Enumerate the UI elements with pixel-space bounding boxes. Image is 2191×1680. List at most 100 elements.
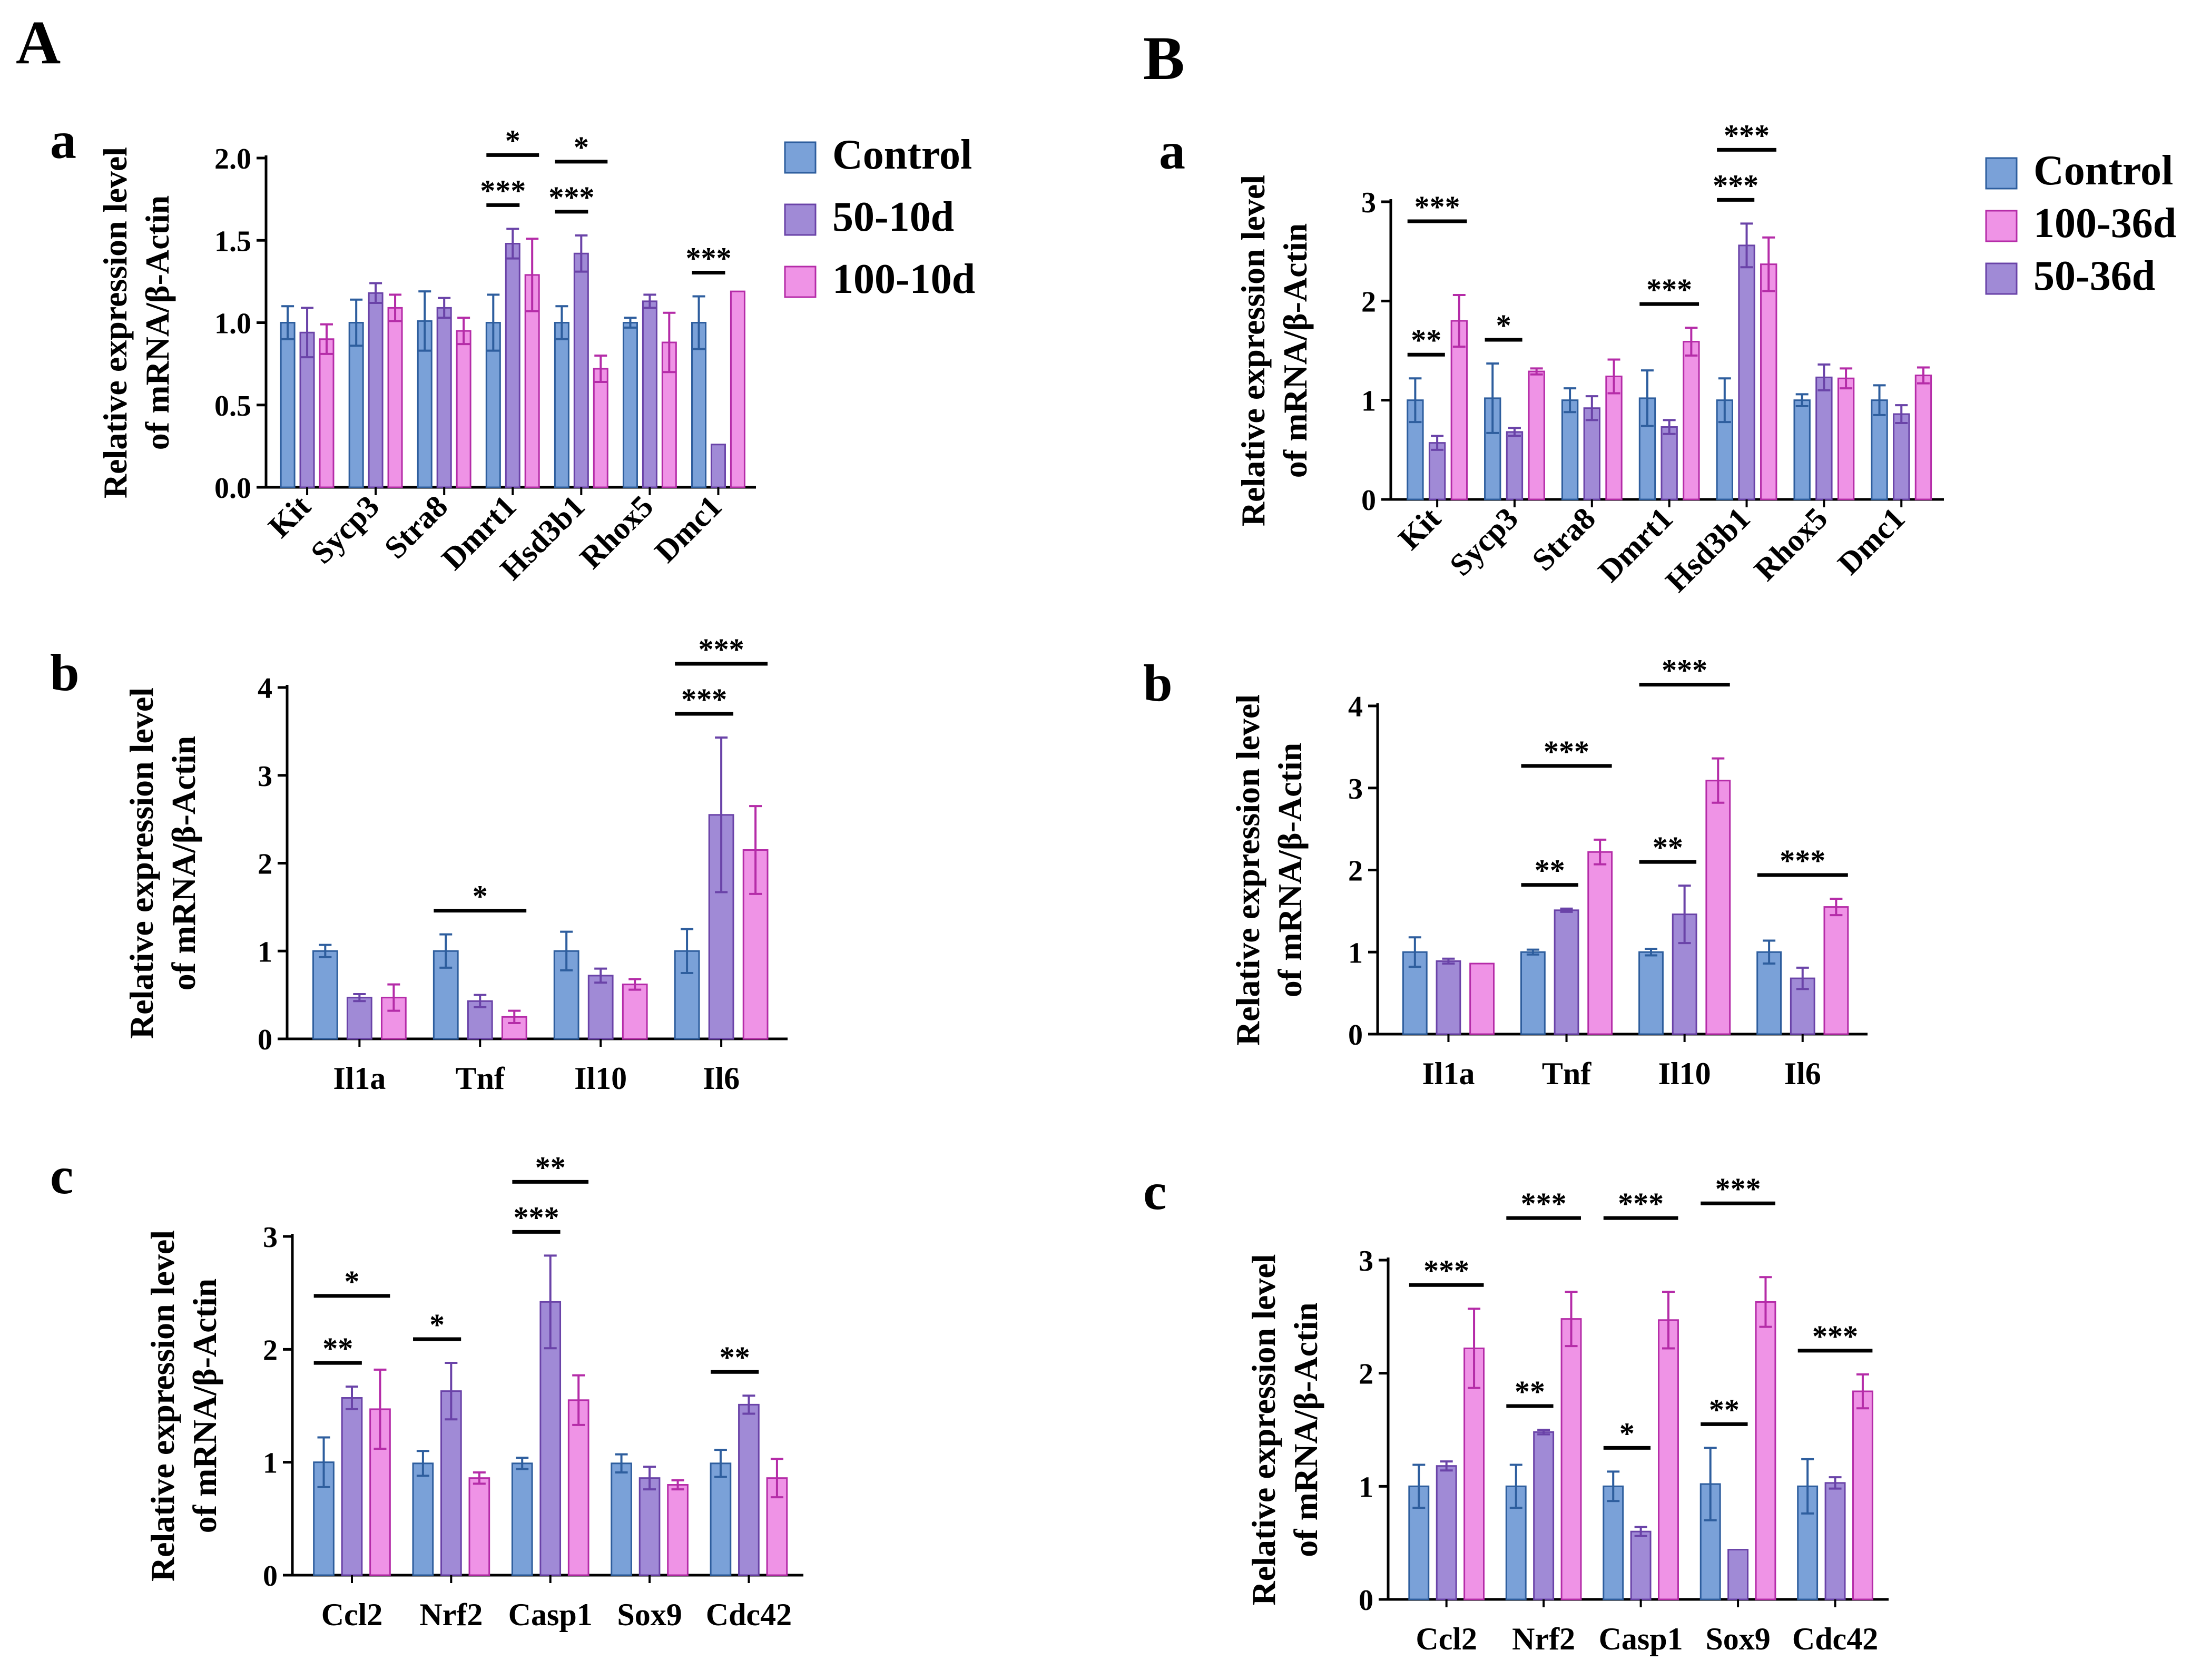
y-tick-label: 2 (263, 1334, 278, 1367)
bar-50-10d-Rhox5 (642, 300, 657, 488)
bar-50-36d-Cdc42 (1824, 1482, 1846, 1600)
bar-100-10d-Sox9 (667, 1484, 689, 1576)
y-tick-label: 3 (1348, 773, 1363, 805)
y-tick-label: 3 (1359, 1245, 1373, 1278)
bar-100-36d-Tnf (1587, 851, 1613, 1035)
bar-Control-Casp1 (1603, 1485, 1624, 1600)
y-tick-label: 3 (258, 760, 272, 793)
significance-stars: * (574, 130, 589, 164)
x-category-label: Cdc42 (1792, 1622, 1878, 1656)
bar-100-36d-Nrf2 (1560, 1318, 1582, 1600)
chart-A-c: 0 1 2 3 Relative expression level of mRNA/β-A… (144, 1150, 803, 1632)
x-category-label: Tnf (1542, 1056, 1591, 1091)
bar-50-36d-Sycp3 (1506, 431, 1524, 500)
significance-stars: *** (1521, 1186, 1567, 1221)
legends-layer: Control 50-10d 100-10d Control 100-36d 50-36d (784, 132, 2176, 302)
bar-50-10d-Casp1 (539, 1301, 562, 1576)
bar-Control-Nrf2 (412, 1462, 434, 1576)
bar-50-36d-Ccl2 (1436, 1465, 1457, 1600)
x-category-label: Dmc1 (648, 489, 729, 569)
x-category-label: Il1a (333, 1061, 386, 1096)
x-category-label: Kit (262, 489, 318, 545)
bar-100-36d-Il10 (1705, 780, 1731, 1035)
legend-label: 100-10d (832, 256, 975, 302)
x-category-label: Ccl2 (1416, 1622, 1477, 1656)
significance-stars: *** (1713, 168, 1758, 202)
significance-stars: *** (699, 632, 744, 666)
bar-100-10d-Sycp3 (387, 307, 403, 488)
chart-A-b: 0 1 2 3 4 Relative expression level of mRNA/β-… (123, 632, 788, 1096)
bar-100-36d-Sox9 (1755, 1301, 1776, 1600)
significance-stars: * (1619, 1416, 1635, 1450)
bar-100-36d-Dmc1 (1914, 375, 1932, 500)
significance-stars: *** (1646, 272, 1692, 307)
bar-100-10d-Stra8 (456, 330, 471, 488)
legend-swatch-50-36d (1985, 262, 2018, 295)
bar-50-36d-Il1a (1436, 960, 1461, 1035)
significance-stars: *** (1724, 118, 1770, 152)
bar-Control-Sox9 (611, 1462, 632, 1576)
bar-100-10d-Kit (319, 338, 335, 488)
legend-label: 100-36d (2033, 200, 2176, 247)
bar-50-36d-Dmrt1 (1661, 426, 1678, 500)
x-category-label: Nrf2 (419, 1597, 483, 1632)
y-tick-label: 0.5 (214, 390, 251, 423)
x-category-label: Il6 (703, 1061, 740, 1096)
significance-stars: ** (1535, 853, 1565, 888)
bar-Control-Rhox5 (1793, 399, 1811, 500)
bar-50-36d-Dmc1 (1893, 413, 1910, 500)
bar-100-10d-Casp1 (567, 1399, 589, 1576)
significance-stars: *** (1812, 1319, 1858, 1353)
bar-50-10d-Il1a (346, 997, 372, 1040)
bar-100-10d-Dmc1 (730, 290, 745, 488)
legend-label: 50-10d (832, 194, 954, 240)
bar-50-36d-Tnf (1554, 909, 1579, 1035)
x-category-label: Rhox5 (1747, 501, 1834, 588)
y-axis-title-line1: Relative expression level (96, 147, 134, 498)
y-tick-label: 1 (258, 936, 272, 968)
significance-stars: *** (1414, 190, 1460, 224)
x-category-label: Casp1 (1599, 1622, 1683, 1656)
y-tick-label: 0 (1348, 1019, 1363, 1052)
bar-Control-Il1a (312, 950, 338, 1040)
x-category-label: Casp1 (508, 1597, 593, 1632)
legend-swatch-100-36d (1985, 210, 2018, 242)
x-category-label: Dmc1 (1831, 501, 1912, 582)
x-category-label: Il10 (1658, 1056, 1711, 1091)
legend-label: 50-36d (2033, 253, 2155, 299)
significance-stars: *** (548, 180, 594, 214)
chart-B-a: 0 1 2 3 Relative expression level of mRNA/β-A… (1234, 118, 1944, 598)
significance-stars: ** (1411, 323, 1441, 357)
y-tick-label: 2 (1359, 1358, 1373, 1391)
bar-100-36d-Rhox5 (1837, 377, 1855, 500)
y-axis-title-line1: Relative expression level (1245, 1254, 1282, 1605)
significance-stars: *** (1618, 1186, 1664, 1221)
bar-100-36d-Il1a (1469, 962, 1495, 1035)
y-axis-title-line2: of mRNA/β-Actin (165, 736, 202, 990)
y-tick-label: 1 (1359, 1471, 1373, 1504)
significance-stars: *** (1544, 734, 1589, 769)
bar-50-36d-Rhox5 (1815, 376, 1833, 500)
y-axis-title-line2: of mRNA/β-Actin (139, 195, 176, 450)
y-tick-label: 4 (1348, 691, 1363, 723)
y-tick-label: 0 (1361, 484, 1376, 517)
y-tick-label: 3 (1361, 186, 1376, 219)
bar-Control-Stra8 (1561, 399, 1579, 500)
bar-100-36d-Stra8 (1605, 375, 1623, 500)
y-tick-label: 0 (258, 1024, 272, 1056)
bar-50-10d-Dmrt1 (505, 243, 520, 488)
charts-layer: 0.0 0.5 1.0 1.5 2.0 Relative expression level… (96, 118, 1944, 1656)
y-axis-title-line1: Relative expression level (144, 1230, 181, 1581)
y-tick-label: 0.0 (214, 472, 251, 505)
significance-stars: *** (1423, 1253, 1469, 1288)
bar-50-36d-Kit (1428, 442, 1446, 500)
significance-stars: ** (535, 1150, 566, 1184)
y-axis-title-line2: of mRNA/β-Actin (1271, 743, 1309, 997)
x-category-label: Il6 (1784, 1056, 1821, 1091)
y-tick-label: 1.0 (214, 308, 251, 340)
bar-100-10d-Hsd3b1 (593, 368, 608, 488)
bar-100-36d-Hsd3b1 (1760, 263, 1777, 500)
y-tick-label: 1 (1361, 385, 1376, 418)
bar-Control-Tnf (1520, 951, 1546, 1035)
